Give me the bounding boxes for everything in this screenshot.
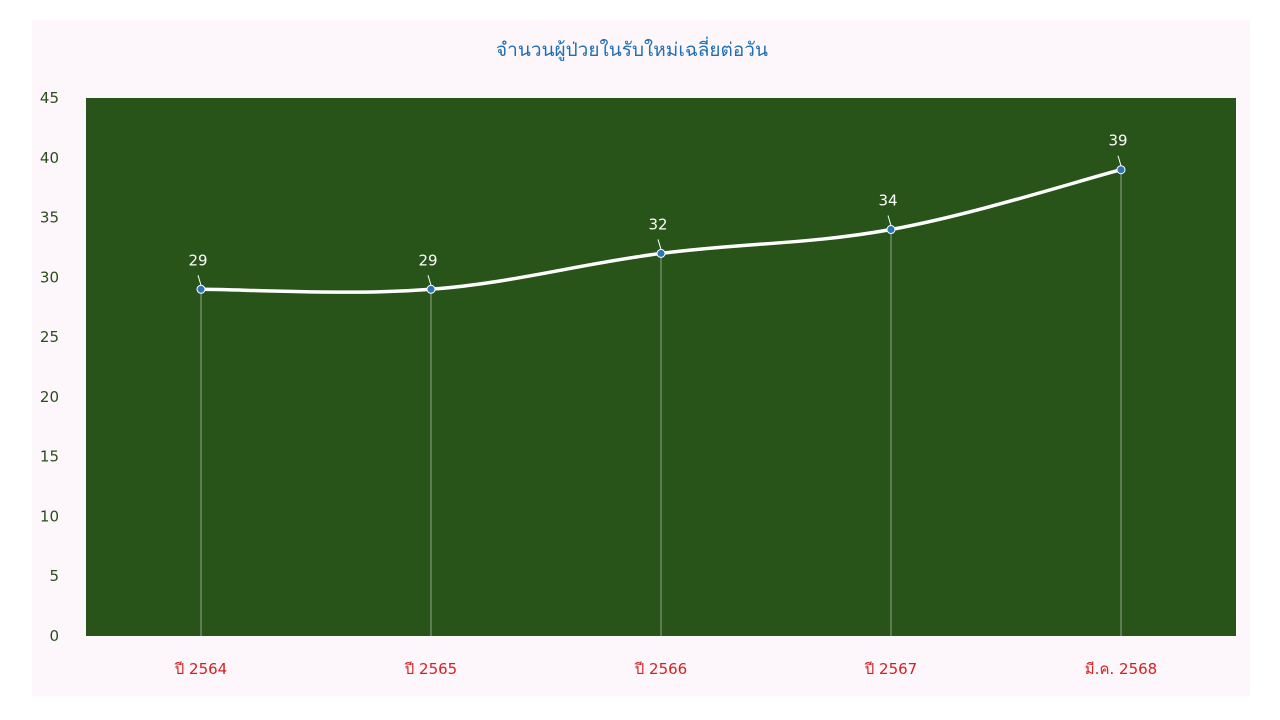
x-tick-label: ปี 2567	[864, 660, 917, 678]
data-label: 34	[878, 192, 897, 210]
data-label: 29	[188, 251, 207, 269]
data-point	[1116, 165, 1126, 175]
data-label-leader	[657, 239, 662, 250]
y-tick-label: 0	[49, 627, 59, 645]
x-tick-label: ปี 2565	[404, 660, 457, 678]
chart-title: จำนวนผู้ป่วยในรับใหม่เฉลี่ยต่อวัน	[496, 36, 768, 61]
data-label: 32	[648, 215, 667, 233]
data-label-leader	[427, 275, 432, 286]
x-tick-label: ปี 2566	[634, 660, 687, 678]
data-point	[656, 248, 666, 258]
data-label: 29	[418, 251, 437, 269]
y-tick-label: 5	[49, 567, 59, 585]
y-tick-label: 35	[40, 209, 59, 227]
y-tick-label: 15	[40, 448, 59, 466]
data-label-leader	[197, 275, 202, 286]
data-point	[886, 225, 896, 235]
data-label-leader	[887, 215, 892, 226]
data-label-leader	[1117, 155, 1122, 166]
y-tick-label: 10	[40, 507, 59, 525]
x-tick-label: ปี 2564	[174, 660, 227, 678]
chart-card: จำนวนผู้ป่วยในรับใหม่เฉลี่ยต่อวัน 0 5 10 15…	[32, 20, 1250, 696]
x-tick-label: มี.ค. 2568	[1085, 660, 1157, 678]
data-point	[196, 284, 206, 294]
data-label: 39	[1108, 132, 1127, 150]
line-chart: จำนวนผู้ป่วยในรับใหม่เฉลี่ยต่อวัน 0 5 10 15…	[40, 36, 1236, 678]
data-point	[426, 284, 436, 294]
y-tick-label: 20	[40, 388, 59, 406]
y-tick-label: 25	[40, 328, 59, 346]
y-tick-label: 40	[40, 149, 59, 167]
y-tick-label: 45	[40, 89, 59, 107]
y-tick-label: 30	[40, 268, 59, 286]
